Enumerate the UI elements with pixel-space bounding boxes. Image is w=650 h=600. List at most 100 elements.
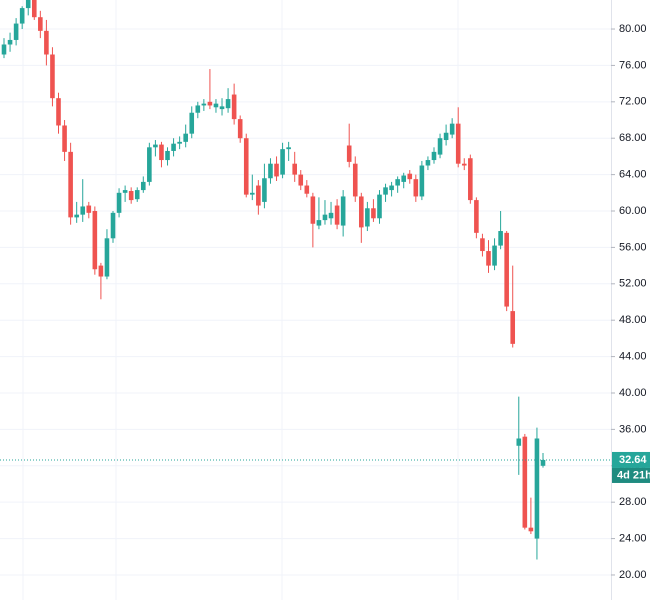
candle-body	[298, 174, 304, 186]
candle-body	[328, 212, 334, 219]
candle-body	[401, 175, 407, 182]
candle-body	[225, 99, 231, 109]
candle-body	[153, 144, 158, 148]
candle-body	[407, 173, 413, 180]
candle-body	[286, 147, 291, 150]
candle-body	[316, 220, 322, 226]
candle-body	[256, 185, 261, 206]
countdown-label: 4d 21h	[617, 469, 650, 481]
candle-body	[468, 158, 473, 201]
candle-body	[540, 459, 546, 466]
candle-body	[189, 112, 195, 134]
candle-body	[510, 311, 516, 344]
candle-body	[498, 231, 503, 246]
candle-body	[62, 125, 67, 152]
candle-body	[110, 212, 116, 239]
candle-body	[128, 190, 134, 201]
candle-body	[461, 163, 467, 166]
y-tick-label: 52.00	[619, 278, 647, 290]
candle-body	[395, 179, 400, 186]
candle-body	[522, 436, 528, 528]
candle-body	[504, 232, 509, 307]
candle-body	[480, 238, 485, 252]
candle-body	[44, 30, 49, 55]
candle-body	[183, 133, 188, 142]
candle-body	[171, 143, 176, 151]
candle-body	[413, 179, 419, 197]
candle-body	[147, 147, 152, 182]
candle-body	[389, 185, 394, 191]
candle-body	[268, 163, 273, 179]
countdown-box	[612, 467, 650, 483]
candle-body	[274, 163, 279, 177]
candle-body	[443, 132, 449, 141]
y-tick-label: 28.00	[619, 496, 647, 508]
candle-body	[219, 106, 225, 110]
candle-body	[7, 39, 13, 45]
y-tick-label: 20.00	[619, 569, 647, 581]
candle-body	[74, 214, 79, 218]
candle-body	[474, 200, 479, 233]
candle-body	[359, 196, 364, 228]
candle-body	[195, 105, 201, 113]
y-tick-label: 80.00	[619, 23, 647, 35]
candle-body	[140, 181, 146, 191]
candle-body	[383, 187, 388, 195]
candle-body	[486, 251, 491, 266]
candle-body	[38, 17, 43, 31]
candle-body	[98, 265, 104, 277]
y-tick-label: 60.00	[619, 205, 647, 217]
candle-body	[122, 190, 128, 193]
candle-body	[455, 123, 461, 164]
last-price-box	[612, 451, 650, 468]
candle-body	[237, 119, 243, 139]
y-tick-label: 36.00	[619, 423, 647, 435]
y-tick-label: 48.00	[619, 314, 647, 326]
candle-body	[56, 98, 61, 126]
candle-body	[86, 205, 92, 213]
y-tick-label: 72.00	[619, 96, 647, 108]
candle-body	[365, 208, 370, 227]
candle-body	[213, 103, 219, 108]
candle-body	[207, 101, 213, 106]
candle-body	[68, 151, 73, 218]
candle-body	[304, 185, 310, 194]
y-tick-label: 64.00	[619, 169, 647, 181]
candle-body	[516, 438, 522, 446]
y-tick-label: 24.00	[619, 532, 647, 544]
candle-body	[437, 138, 443, 155]
candle-body	[534, 438, 540, 539]
time-grid	[22, 0, 459, 600]
candle-body	[371, 208, 376, 219]
candle-body	[104, 238, 110, 277]
candle-body	[1, 44, 7, 55]
candle-body	[19, 8, 25, 24]
candle-body	[334, 205, 340, 225]
candle-body	[280, 149, 285, 175]
candle-body	[419, 165, 425, 197]
y-tick-label: 44.00	[619, 351, 647, 363]
candle-body	[50, 54, 55, 99]
last-price-label: 32.64	[619, 454, 647, 466]
y-tick-label: 68.00	[619, 132, 647, 144]
candle-body	[201, 103, 207, 106]
candle-body	[377, 194, 382, 219]
candle-body	[159, 144, 164, 161]
candle-body	[250, 192, 255, 195]
y-tick-label: 56.00	[619, 241, 647, 253]
candle-body	[177, 141, 182, 144]
candle-body	[231, 94, 237, 120]
candle-body	[116, 192, 122, 213]
candle-body	[165, 150, 170, 161]
candle-body	[80, 206, 86, 215]
y-tick-label: 76.00	[619, 59, 647, 71]
candle-body	[310, 196, 316, 224]
candle-body	[243, 138, 249, 195]
candle-body	[492, 245, 497, 266]
candle-body	[528, 527, 534, 532]
candle-body	[134, 190, 140, 200]
candle-body	[346, 145, 352, 162]
candle-body	[431, 151, 437, 161]
